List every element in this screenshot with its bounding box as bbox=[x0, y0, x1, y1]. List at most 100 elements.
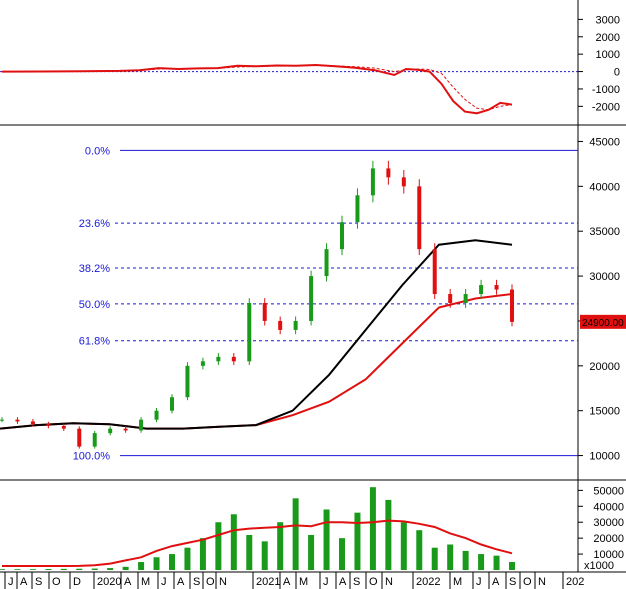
volume-bar bbox=[292, 498, 299, 570]
volume-tick-label: 20000 bbox=[593, 533, 624, 545]
x-tick-label: S bbox=[35, 576, 42, 588]
x-tick-label: 202 bbox=[566, 576, 584, 588]
fib-label: 38.2% bbox=[79, 263, 110, 275]
candle-body bbox=[324, 249, 329, 277]
candle-body bbox=[386, 168, 391, 178]
candle-body bbox=[463, 294, 468, 303]
x-tick-label: 2021 bbox=[256, 576, 280, 588]
candle-body bbox=[200, 361, 205, 366]
volume-tick-label: 40000 bbox=[593, 501, 624, 513]
volume-bar bbox=[60, 568, 67, 570]
x-tick-label: J bbox=[323, 576, 329, 588]
x-tick-label: S bbox=[193, 576, 200, 588]
price-tick-label: 45000 bbox=[589, 136, 620, 148]
candle-body bbox=[123, 428, 128, 431]
x-axis: J A S O D 2020 A M J A S O N 2021 A M J A S O N 2022 M J A S O N 202 bbox=[4, 572, 584, 589]
price-panel: 4500040000350003000025000200001500010000… bbox=[0, 136, 626, 463]
volume-bar bbox=[478, 554, 485, 570]
x-tick-label: A bbox=[124, 576, 132, 588]
volume-bar bbox=[354, 512, 361, 570]
candle-body bbox=[432, 249, 437, 295]
price-tick-label: 35000 bbox=[589, 226, 620, 238]
macd-tick-label: 2000 bbox=[596, 32, 620, 44]
candle-body bbox=[309, 276, 314, 321]
volume-bar bbox=[14, 569, 21, 570]
volume-bar bbox=[246, 534, 253, 570]
volume-tick-label: 50000 bbox=[593, 485, 624, 497]
candle-body bbox=[139, 419, 144, 431]
candle-body bbox=[185, 365, 190, 398]
volume-bar bbox=[107, 568, 114, 570]
volume-bar bbox=[400, 522, 407, 570]
volume-bar bbox=[462, 550, 469, 570]
volume-bar bbox=[277, 522, 284, 570]
x-tick-label: A bbox=[177, 576, 185, 588]
volume-bar bbox=[509, 562, 515, 570]
candle-body bbox=[401, 177, 406, 187]
volume-bar bbox=[169, 554, 175, 570]
fib-label: 100.0% bbox=[73, 451, 111, 463]
x-tick-label: M bbox=[453, 576, 462, 588]
candle-body bbox=[340, 222, 344, 250]
x-tick-label: M bbox=[141, 576, 150, 588]
volume-bar bbox=[369, 487, 376, 570]
candle-body bbox=[278, 320, 283, 330]
volume-bar bbox=[447, 544, 454, 570]
volume-bar bbox=[91, 568, 98, 570]
candle-body bbox=[479, 285, 484, 295]
candle-body bbox=[61, 425, 66, 429]
volume-bar bbox=[339, 538, 345, 570]
candle-body bbox=[247, 303, 252, 362]
volume-bar bbox=[308, 534, 315, 570]
volume-bar bbox=[323, 509, 330, 570]
volume-bar bbox=[431, 547, 438, 570]
last-price-tag bbox=[580, 314, 626, 329]
volume-bar bbox=[215, 522, 222, 570]
x-tick-label: O bbox=[206, 576, 215, 588]
volume-bar bbox=[122, 566, 129, 570]
volume-bar bbox=[261, 541, 268, 570]
macd-tick-label: 0 bbox=[614, 67, 620, 79]
last-price-label: 24900.00 bbox=[582, 318, 624, 329]
macd-tick-label: 3000 bbox=[596, 14, 620, 26]
volume-unit-label: x1000 bbox=[584, 560, 614, 572]
macd-signal-line bbox=[1, 64, 513, 111]
macd-tick-label: 1000 bbox=[596, 49, 620, 61]
candle-body bbox=[370, 168, 375, 196]
x-tick-label: A bbox=[492, 576, 500, 588]
x-tick-label: J bbox=[8, 576, 14, 588]
volume-bar bbox=[76, 568, 83, 570]
price-tick-label: 30000 bbox=[589, 271, 620, 283]
candle-body bbox=[494, 285, 499, 290]
fib-label: 61.8% bbox=[79, 336, 110, 348]
candle-body bbox=[30, 421, 35, 425]
candle-body bbox=[15, 419, 20, 422]
x-tick-label: O bbox=[52, 576, 61, 588]
volume-bar bbox=[138, 562, 145, 570]
candle-body bbox=[92, 433, 97, 447]
volume-bar bbox=[230, 514, 237, 570]
candle-body bbox=[0, 419, 4, 421]
volume-bar bbox=[385, 499, 392, 570]
x-tick-label: A bbox=[283, 576, 291, 588]
x-tick-label: 2020 bbox=[97, 576, 121, 588]
x-tick-label: A bbox=[339, 576, 347, 588]
volume-bar bbox=[184, 547, 191, 570]
candle-body bbox=[170, 397, 174, 411]
fib-label: 23.6% bbox=[79, 218, 110, 230]
price-tick-label: 20000 bbox=[589, 361, 620, 373]
candle-body bbox=[262, 303, 267, 321]
volume-bar bbox=[153, 557, 160, 570]
x-tick-label: O bbox=[523, 576, 532, 588]
volume-bar bbox=[45, 569, 52, 570]
x-tick-label: O bbox=[369, 576, 378, 588]
volume-bar bbox=[199, 538, 206, 570]
x-tick-label: D bbox=[73, 576, 81, 588]
candle-body bbox=[216, 356, 221, 362]
volume-bar bbox=[0, 569, 5, 570]
x-tick-label: N bbox=[538, 576, 546, 588]
candle-body bbox=[108, 428, 113, 434]
price-tick-label: 10000 bbox=[589, 451, 620, 463]
